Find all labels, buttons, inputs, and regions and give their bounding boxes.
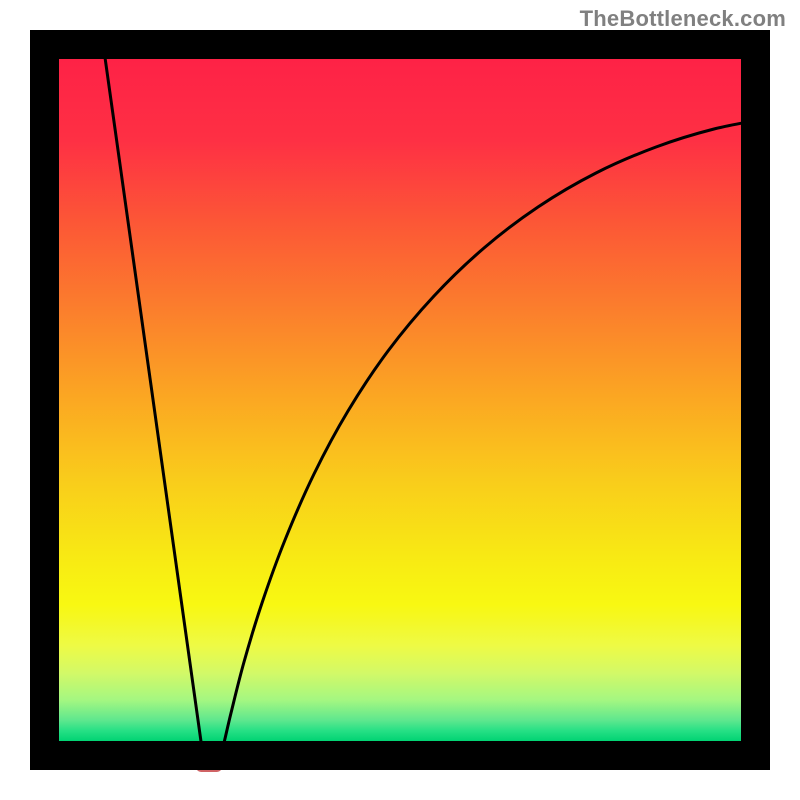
chart-container: { "meta": { "watermark": "TheBottleneck.…: [0, 0, 800, 800]
watermark-text: TheBottleneck.com: [580, 6, 786, 32]
chart-svg: [0, 0, 800, 800]
gradient-background: [59, 59, 741, 741]
